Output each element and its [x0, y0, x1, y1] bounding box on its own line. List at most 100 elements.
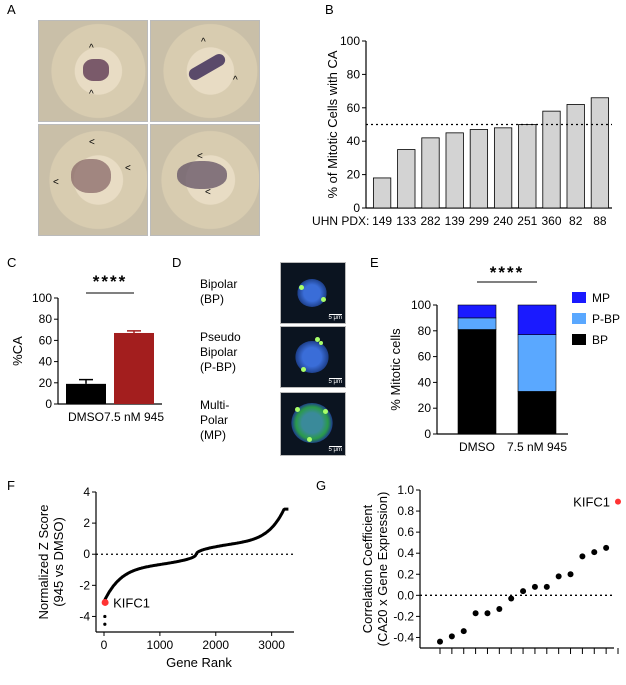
x-tick-label: 149 [372, 214, 392, 228]
stacked-bar-segment [517, 304, 557, 335]
stacked-bar-segment [457, 329, 497, 435]
y-axis-label-line1: Normalized Z Score [36, 505, 51, 620]
kifc1-label: KIFC1 [113, 595, 150, 610]
arrowhead-icon: < [125, 163, 131, 174]
bar [114, 332, 154, 404]
legend-label: P-BP [592, 312, 620, 326]
y-tick-label: 60 [418, 350, 432, 364]
y-tick-label: 20 [39, 376, 53, 390]
significance-stars: **** [490, 263, 524, 282]
x-tick-label: 133 [396, 214, 416, 228]
data-point [543, 583, 550, 590]
arrowhead-icon: < [53, 177, 59, 188]
centrosome-icon [319, 341, 323, 345]
data-point [567, 571, 574, 578]
legend-swatch [572, 334, 586, 345]
y-tick-label: -4 [79, 609, 90, 623]
d-row3-label: Multi- Polar (MP) [200, 398, 230, 442]
y-tick-label: 0 [83, 547, 90, 561]
x-axis-prefix: UHN PDX: [312, 214, 369, 228]
y-tick-label: 0.6 [397, 525, 414, 539]
y-axis-label: %CA [10, 336, 25, 366]
centrosome-icon [295, 407, 300, 412]
significance-stars: **** [93, 272, 127, 291]
data-point [555, 573, 562, 580]
y-tick-label: 0 [424, 427, 431, 441]
x-tick-label: DMSO [459, 440, 495, 454]
x-tick-label: 139 [445, 214, 465, 228]
bar [66, 383, 106, 404]
y-axis-label: % Mitotic cells [388, 328, 403, 411]
gene-curve [102, 507, 289, 603]
data-point [579, 553, 586, 560]
centrosome-icon [301, 367, 306, 372]
data-point [603, 544, 610, 551]
y-tick-label: 60 [39, 333, 53, 347]
micrograph-a1: ^ ^ [38, 20, 148, 122]
centrosome-icon [299, 285, 304, 290]
nucleus-icon [295, 341, 329, 373]
y-tick-label: 40 [418, 375, 432, 389]
legend-label: BP [592, 333, 608, 347]
arrowhead-icon: < [89, 137, 95, 148]
chromosome-cluster-icon [71, 159, 111, 193]
bar [493, 127, 513, 209]
centrosome-icon [323, 409, 328, 414]
y-tick-label: 80 [418, 324, 432, 338]
data-point [591, 549, 598, 556]
x-tick-label: 2000 [202, 638, 229, 652]
bar [566, 104, 585, 209]
y-tick-label: 60 [347, 101, 361, 115]
bar [469, 129, 489, 209]
arrowhead-icon: ^ [89, 43, 94, 54]
stacked-bar-segment [517, 391, 557, 435]
y-tick-label: 0.8 [397, 504, 414, 518]
panel-d-label: D [172, 255, 182, 270]
if-image-mp: 5 μm [280, 392, 346, 456]
scale-bar: 5 μm [328, 314, 342, 321]
y-tick-label: 0.0 [397, 588, 414, 602]
chromosome-cluster-icon [83, 59, 109, 81]
micrograph-a4: < < [150, 124, 260, 236]
panel-e-label: E [370, 255, 379, 270]
arrowhead-icon: < [197, 151, 203, 162]
y-tick-label: 40 [347, 134, 361, 148]
y-axis-label-line2: (CA20 x Gene Expression) [375, 492, 390, 647]
bar [397, 149, 416, 209]
data-point [448, 633, 455, 640]
arrowhead-icon: ^ [89, 89, 94, 100]
nucleus-icon [297, 279, 327, 307]
data-point [460, 628, 467, 635]
y-tick-label: 80 [39, 312, 53, 326]
x-tick-label: 360 [541, 214, 561, 228]
y-tick-label: 4 [83, 485, 90, 499]
legend-swatch [572, 292, 586, 303]
x-tick-label: 0 [101, 638, 108, 652]
y-tick-label: -2 [79, 578, 90, 592]
data-point [615, 498, 621, 505]
if-image-pbp: 5 μm [280, 326, 346, 388]
y-tick-label: 0 [353, 201, 360, 215]
y-tick-label: 0.4 [397, 546, 414, 560]
bar [372, 177, 392, 209]
x-tick-label: 7.5 nM 945 [507, 440, 567, 454]
bar [421, 137, 440, 209]
y-axis-label-line1: Correlation Coefficient [360, 504, 375, 633]
chromosome-cluster-icon [177, 161, 227, 189]
y-tick-label: -0.4 [393, 630, 414, 644]
x-tick-label: DMSO [68, 410, 104, 424]
micrograph-a2: ^ ^ [150, 20, 260, 122]
x-tick-label: 3000 [258, 638, 285, 652]
x-tick-label: 251 [517, 214, 537, 228]
data-point [484, 610, 491, 617]
data-point [531, 583, 538, 590]
x-tick-label: 282 [420, 214, 440, 228]
panel-f-label: F [7, 478, 15, 493]
centrosome-icon [307, 437, 312, 442]
kifc1-point [101, 598, 109, 606]
scale-bar: 5 μm [328, 378, 342, 385]
d-row1-label: Bipolar (BP) [200, 277, 238, 306]
